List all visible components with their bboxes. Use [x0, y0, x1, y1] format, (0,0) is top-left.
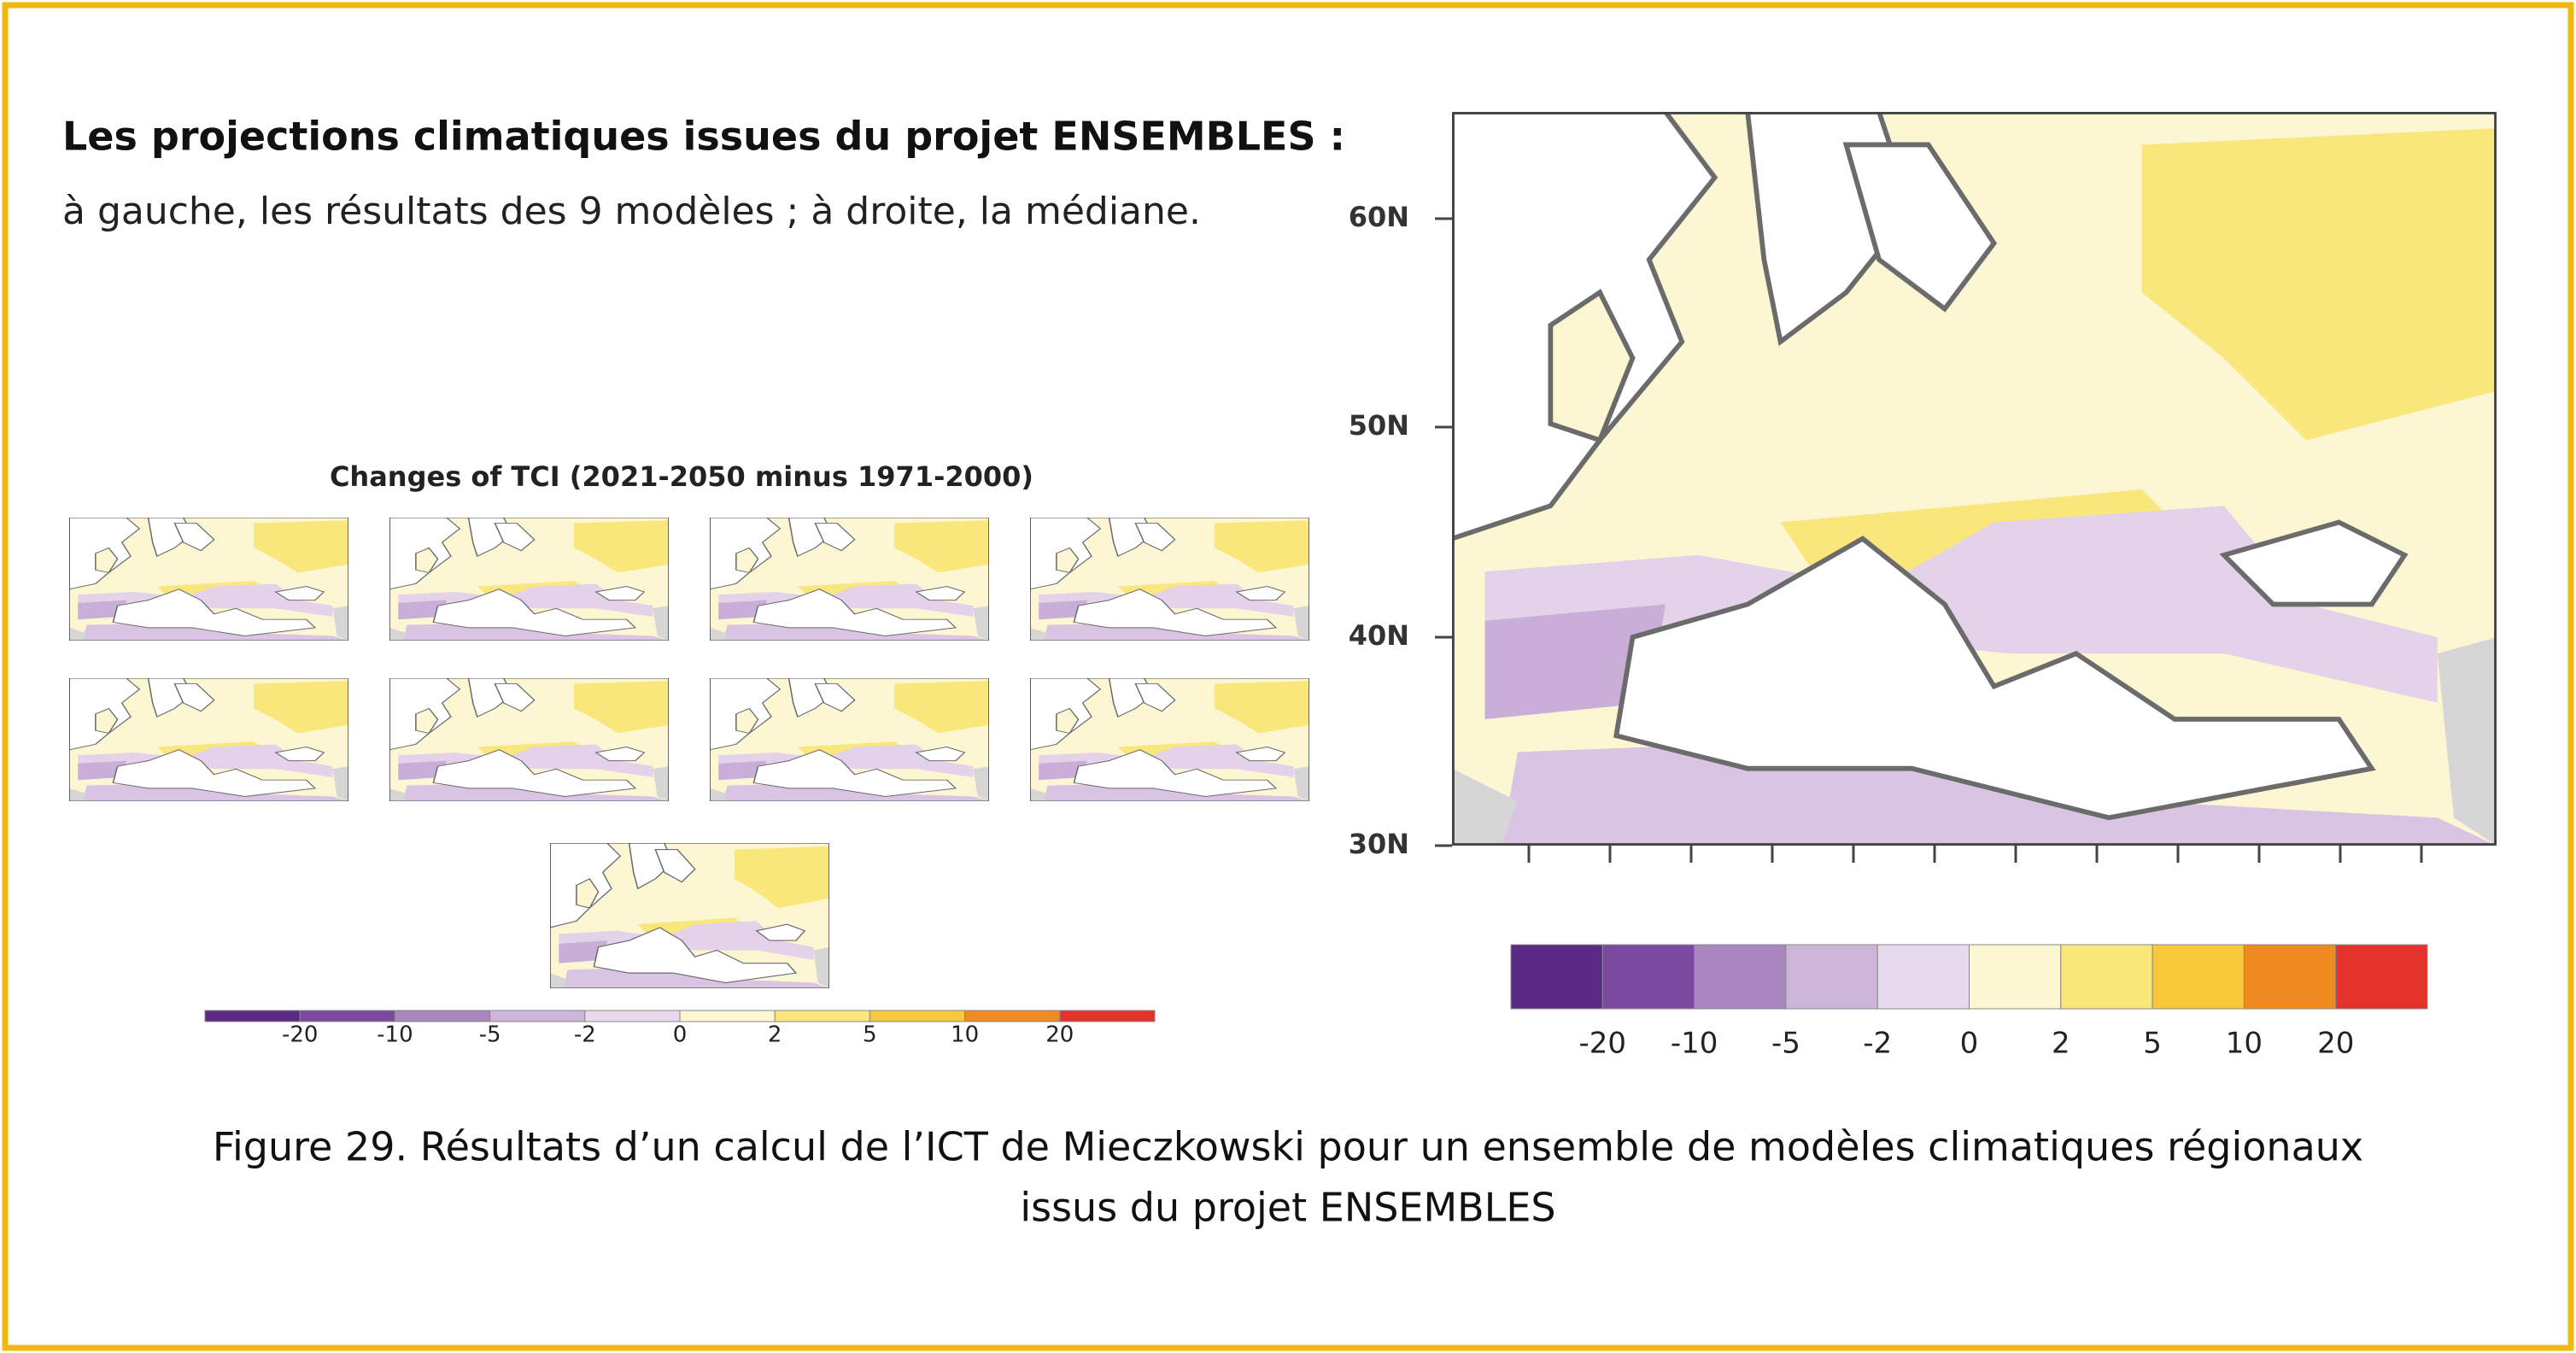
lat-label: 40N	[1349, 619, 1409, 652]
colorbar-swatch	[584, 1010, 681, 1022]
model-map	[389, 518, 669, 641]
colorbar-swatch	[394, 1010, 491, 1022]
colorbar-label: 0	[673, 1022, 688, 1048]
colorbar-label: -5	[479, 1022, 501, 1048]
model-map	[550, 843, 829, 988]
model-maps	[69, 518, 1309, 988]
colorbar-label: -10	[377, 1022, 413, 1048]
caption-line: Figure 29. Résultats d’un calcul de l’IC…	[213, 1124, 2363, 1170]
colorbar-swatch	[299, 1010, 395, 1022]
colorbar-swatch	[679, 1010, 776, 1022]
colorbar-swatch	[2152, 944, 2245, 1010]
caption-line: issus du projet ENSEMBLES	[1020, 1185, 1555, 1231]
model-map	[69, 678, 348, 801]
colorbar-swatch	[1694, 944, 1787, 1010]
colorbar-swatch	[774, 1010, 870, 1022]
colorbar-label: 2	[768, 1022, 782, 1048]
lat-label: 50N	[1349, 409, 1409, 442]
colorbar-label: 20	[2317, 1027, 2354, 1061]
colorbar-label: -2	[574, 1022, 596, 1048]
lat-label: 60N	[1349, 201, 1409, 233]
model-map	[69, 518, 348, 641]
model-map	[1030, 518, 1309, 641]
colorbar-label: 10	[2226, 1027, 2263, 1061]
colorbar-label: 2	[2052, 1027, 2070, 1061]
colorbar-label: -20	[282, 1022, 318, 1048]
lat-axis: 60N 50N 40N 30N	[1349, 201, 2423, 863]
model-map	[389, 678, 669, 801]
colorbar-label: -10	[1671, 1027, 1718, 1061]
colorbar-swatch	[489, 1010, 586, 1022]
colorbar-swatch	[964, 1010, 1061, 1022]
colorbar-swatch	[1785, 944, 1878, 1010]
colorbar-swatch	[2243, 944, 2337, 1010]
colorbar-swatch	[1059, 1010, 1156, 1022]
colorbars: -20 -10 -5 -2 0 2 5 10 20 -20 -10 -5 -2 0 2 5 10 20	[204, 944, 2428, 1061]
model-map	[710, 678, 989, 801]
colorbar-label: -2	[1863, 1027, 1892, 1061]
colorbar-label: 5	[2143, 1027, 2162, 1061]
colorbar-label: 5	[863, 1022, 877, 1048]
colorbar-swatch	[2335, 944, 2428, 1010]
median-map	[1452, 112, 2497, 846]
colorbar-label: 0	[1960, 1027, 1979, 1061]
colorbar-label: 10	[951, 1022, 979, 1048]
lat-label: 30N	[1349, 828, 1409, 860]
colorbar-swatch	[204, 1010, 301, 1022]
heading: Les projections climatiques issues du pr…	[62, 114, 1345, 160]
colorbar-swatch	[1510, 944, 1603, 1010]
subheading: à gauche, les résultats des 9 modèles ; …	[62, 190, 1201, 233]
model-map	[1030, 678, 1309, 801]
model-map	[710, 518, 989, 641]
colorbar-swatch	[2060, 944, 2153, 1010]
colorbar-label: -20	[1579, 1027, 1627, 1061]
colorbar-swatch	[869, 1010, 966, 1022]
left-figure-title: Changes of TCI (2021-2050 minus 1971-200…	[330, 460, 1033, 493]
colorbar-swatch	[1601, 944, 1695, 1010]
colorbar-swatch	[1876, 944, 1970, 1010]
colorbar-swatch	[1969, 944, 2062, 1010]
colorbar-label: -5	[1771, 1027, 1800, 1061]
colorbar-label: 20	[1045, 1022, 1074, 1048]
